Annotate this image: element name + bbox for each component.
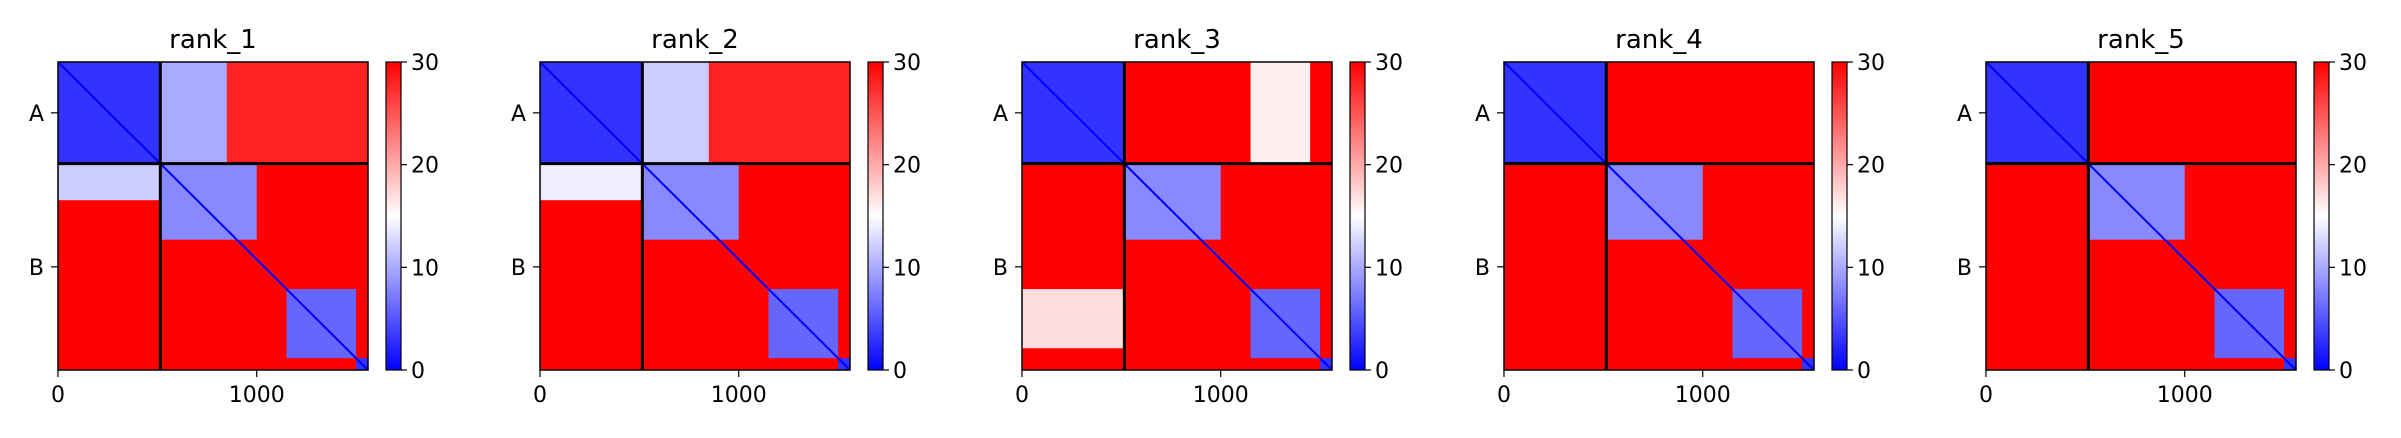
- colorbar-tick-label: 0: [1857, 359, 1871, 384]
- y-tick-label: A: [1475, 102, 1490, 127]
- heatmap-block: [160, 163, 257, 240]
- colorbar-tick-label: 20: [2339, 154, 2367, 179]
- heatmap-panel-4: rank_4 A B 0 1000 0 10 20 30: [1475, 25, 1885, 408]
- x-tick-label: 1000: [229, 383, 285, 408]
- colorbar-tick-label: 30: [1375, 51, 1403, 76]
- y-tick-label: B: [993, 256, 1008, 281]
- x-tick-label: 1000: [711, 383, 767, 408]
- y-tick-label: A: [29, 102, 44, 127]
- colorbar: [1831, 61, 1848, 371]
- y-tick-label: A: [1957, 102, 1972, 127]
- x-tick-label: 0: [533, 383, 547, 408]
- colorbar-tick-label: 30: [2339, 51, 2367, 76]
- heatmap-panel-3: rank_3 A B 0 1000 0 10 20 30: [993, 25, 1403, 408]
- heatmap-block: [1022, 289, 1125, 349]
- heatmap-block: [58, 163, 161, 201]
- x-tick-label: 1000: [1193, 383, 1249, 408]
- colorbar-tick-label: 10: [1375, 256, 1403, 281]
- panel-title: rank_5: [2097, 25, 2185, 55]
- plot-frame: [539, 61, 851, 371]
- colorbar-tick-label: 10: [2339, 256, 2367, 281]
- y-tick-label: A: [993, 102, 1008, 127]
- y-tick-label: A: [511, 102, 526, 127]
- y-tick-label: B: [1957, 256, 1972, 281]
- heatmap-diagonal: [1503, 61, 1815, 371]
- heatmap-block: [1606, 163, 1703, 240]
- heatmap-panel-2: rank_2 A B 0 1000 0 10 20 30: [511, 25, 921, 408]
- plot-frame: [1503, 61, 1815, 371]
- heatmap-diagonal: [539, 61, 851, 371]
- heatmap-block: [1250, 62, 1311, 164]
- heatmap-diagonal: [57, 61, 369, 371]
- colorbar-tick-label: 10: [411, 256, 439, 281]
- panel-title: rank_2: [651, 25, 739, 55]
- colorbar-tick-label: 30: [411, 51, 439, 76]
- colorbar: [1349, 61, 1366, 371]
- colorbar-tick-label: 0: [411, 359, 425, 384]
- heatmap-block: [642, 163, 739, 240]
- y-tick-label: B: [511, 256, 526, 281]
- panel-title: rank_4: [1615, 25, 1703, 55]
- colorbar-tick-label: 20: [411, 154, 439, 179]
- x-tick-label: 0: [1015, 383, 1029, 408]
- panel-title: rank_1: [169, 25, 257, 55]
- x-tick-label: 1000: [2157, 383, 2213, 408]
- colorbar: [867, 61, 884, 371]
- heatmap-block: [1124, 163, 1221, 240]
- heatmap-block: [160, 62, 227, 164]
- plot-frame: [1021, 61, 1333, 371]
- colorbar-tick-label: 30: [893, 51, 921, 76]
- colorbar: [2313, 61, 2330, 371]
- x-tick-label: 1000: [1675, 383, 1731, 408]
- heatmap-block: [540, 163, 643, 201]
- heatmap-block: [642, 62, 709, 164]
- y-tick-label: B: [29, 256, 44, 281]
- colorbar-tick-label: 0: [2339, 359, 2353, 384]
- colorbar-tick-label: 0: [1375, 359, 1389, 384]
- colorbar-tick-label: 20: [1375, 154, 1403, 179]
- y-tick-label: B: [1475, 256, 1490, 281]
- heatmap-diagonal: [1985, 61, 2297, 371]
- plot-frame: [57, 61, 369, 371]
- heatmap-block: [226, 62, 368, 164]
- heatmap-diagonal: [1021, 61, 1333, 371]
- x-tick-label: 0: [1979, 383, 1993, 408]
- colorbar-tick-label: 20: [893, 154, 921, 179]
- colorbar-tick-label: 30: [1857, 51, 1885, 76]
- heatmap-panel-1: rank_1 A B 0 1000 0 10 20 30: [29, 25, 439, 408]
- heatmap-block: [708, 62, 850, 164]
- colorbar-tick-label: 10: [1857, 256, 1885, 281]
- colorbar-tick-label: 0: [893, 359, 907, 384]
- colorbar-tick-label: 10: [893, 256, 921, 281]
- heatmap-panel-5: rank_5 A B 0 1000 0 10 20 30: [1957, 25, 2367, 408]
- x-tick-label: 0: [1497, 383, 1511, 408]
- x-tick-label: 0: [51, 383, 65, 408]
- colorbar-tick-label: 20: [1857, 154, 1885, 179]
- plot-frame: [1985, 61, 2297, 371]
- panel-title: rank_3: [1133, 25, 1221, 55]
- colorbar: [385, 61, 402, 371]
- heatmap-block: [2088, 163, 2185, 240]
